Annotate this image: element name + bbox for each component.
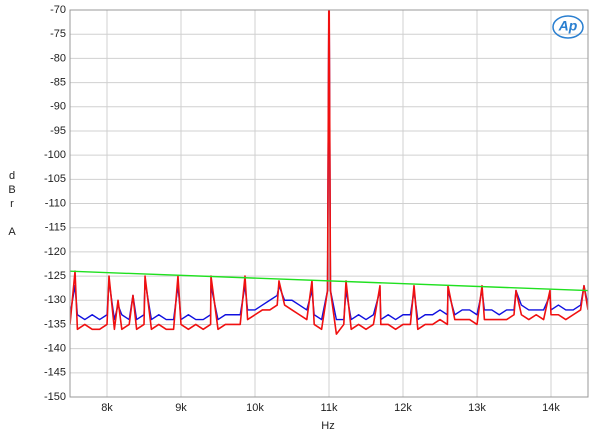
y-tick-label: -135 bbox=[44, 318, 66, 330]
x-tick-label: 8k bbox=[101, 402, 113, 414]
y-tick-label: -150 bbox=[44, 391, 66, 403]
logo: Ap bbox=[558, 18, 578, 34]
y-axis-label: d bbox=[9, 170, 15, 182]
y-tick-label: -125 bbox=[44, 270, 66, 282]
y-tick-label: -95 bbox=[50, 125, 66, 137]
series-line bbox=[70, 10, 588, 335]
logo-ring bbox=[552, 15, 584, 39]
y-axis-label: A bbox=[8, 226, 16, 238]
y-tick-label: -100 bbox=[44, 149, 66, 161]
plot-border bbox=[69, 9, 589, 398]
y-tick-label: -105 bbox=[44, 173, 66, 185]
y-tick-label: -115 bbox=[45, 222, 66, 234]
y-tick-label: -80 bbox=[50, 52, 66, 64]
y-tick-label: -90 bbox=[50, 101, 66, 113]
y-axis-label: B bbox=[8, 184, 15, 196]
y-tick-label: -110 bbox=[45, 197, 66, 209]
x-tick-label: 14k bbox=[542, 402, 560, 414]
series-line bbox=[70, 270, 588, 292]
y-tick-label: -120 bbox=[44, 246, 66, 258]
y-tick-label: -140 bbox=[44, 343, 66, 355]
y-tick-label: -130 bbox=[44, 294, 66, 306]
plot-area bbox=[70, 10, 588, 335]
grid bbox=[70, 9, 588, 398]
y-tick-label: -85 bbox=[50, 76, 66, 88]
x-tick-label: 12k bbox=[394, 402, 412, 414]
y-tick-label: -70 bbox=[50, 4, 66, 16]
y-tick-label: -145 bbox=[44, 367, 66, 379]
x-tick-label: 10k bbox=[246, 402, 264, 414]
y-axis-label: r bbox=[10, 198, 14, 210]
x-tick-label: 11k bbox=[321, 402, 338, 414]
x-tick-label: 9k bbox=[175, 402, 187, 414]
y-tick-label: -75 bbox=[50, 28, 66, 40]
x-tick-label: 13k bbox=[468, 402, 486, 414]
x-axis-label: Hz bbox=[321, 420, 334, 432]
